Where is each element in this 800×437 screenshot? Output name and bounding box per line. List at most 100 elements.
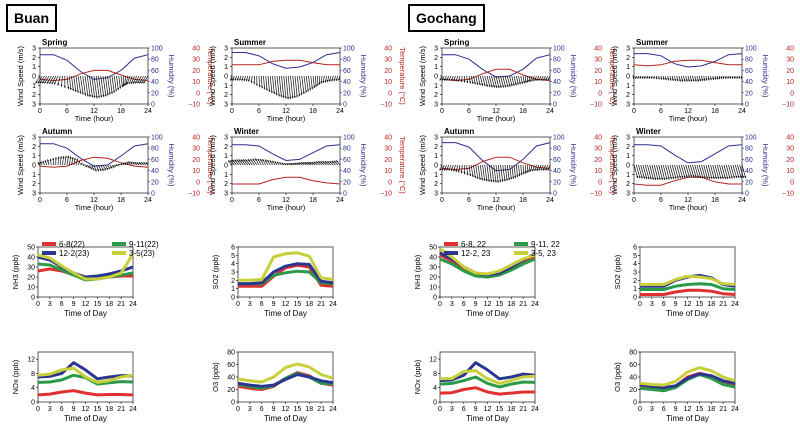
y-axis-label: NH3 (ppb): [11, 254, 20, 289]
temperature-tick-label: 10: [594, 168, 602, 175]
wind-arrowhead: [471, 175, 474, 178]
wind-arrowhead: [255, 158, 258, 161]
wind-arrowhead: [133, 81, 135, 84]
temperature-tick-label: −10: [590, 102, 602, 109]
wind-arrowhead: [52, 158, 55, 160]
wind-arrowhead: [307, 162, 310, 165]
x-tick-label: 18: [711, 197, 719, 204]
wind-vector: [482, 164, 486, 181]
temperature-tick-label: 30: [594, 57, 602, 64]
wind-vector: [640, 164, 645, 179]
wind-arrowhead: [542, 168, 545, 171]
season-title: Autumn: [42, 127, 72, 136]
y-tick-label: 10: [27, 285, 35, 292]
wind-arrowhead: [636, 175, 639, 179]
wind-vector: [475, 164, 479, 180]
x-tick-label: 6: [659, 197, 663, 204]
wind-arrowhead: [89, 167, 92, 170]
wind-arrowhead: [63, 85, 66, 88]
wind-arrowhead: [130, 81, 133, 84]
wind-vector: [676, 164, 681, 179]
humidity-tick-label: 60: [343, 157, 351, 164]
temperature-tick-label: 40: [786, 46, 794, 53]
wind-arrowhead: [134, 161, 137, 165]
wind-vector: [653, 164, 659, 181]
y-tick-label: 3: [231, 270, 235, 277]
wind-arrowhead: [94, 169, 97, 172]
y-axis-label: NOx (ppb): [413, 359, 422, 394]
x-axis-label: Time of Day: [466, 309, 509, 318]
series-line: [37, 366, 134, 384]
wind-vector: [303, 75, 307, 93]
wind-arrowhead: [304, 90, 308, 93]
x-tick-label: 12: [282, 301, 290, 308]
x-tick-label: 0: [438, 301, 442, 308]
wind-arrowhead: [67, 87, 70, 90]
wind-tick-label: 2: [224, 92, 228, 99]
wind-arrowhead: [286, 163, 289, 166]
wind-arrowhead: [497, 86, 500, 89]
wind-arrowhead: [69, 87, 72, 90]
wind-arrowhead: [314, 84, 318, 87]
wind-arrowhead: [455, 79, 458, 82]
humidity-tick-label: 0: [343, 191, 347, 198]
humidity-tick-label: 0: [151, 191, 155, 198]
y-tick-label: 5: [633, 253, 637, 260]
wind-vector: [278, 75, 282, 98]
site-label-buan: Buan: [6, 4, 57, 32]
humidity-axis-label: Humidity (%): [761, 144, 770, 187]
x-tick-label: 9: [674, 301, 678, 308]
temperature-tick-label: 20: [594, 157, 602, 164]
wind-arrowhead: [649, 177, 652, 180]
wind-tick-label: 2: [224, 55, 228, 62]
humidity-tick-label: 80: [343, 57, 351, 64]
wind-arrowhead: [325, 161, 328, 164]
wind-arrowhead: [741, 175, 744, 179]
wind-arrowhead: [510, 177, 513, 180]
wind-vector: [721, 164, 726, 180]
wind-arrowhead: [647, 177, 650, 180]
wind-tick-label: 2: [626, 144, 630, 151]
wind-arrowhead: [522, 172, 525, 175]
x-tick-label: 3: [650, 406, 654, 413]
wind-arrowhead: [703, 78, 706, 81]
wind-arrowhead: [57, 83, 60, 86]
x-tick-label: 18: [305, 406, 313, 413]
wind-tick-label: 3: [224, 191, 228, 198]
wind-arrowhead: [474, 176, 477, 179]
wind-arrowhead: [699, 79, 702, 82]
wind-arrowhead: [720, 76, 723, 80]
wind-arrowhead: [694, 175, 697, 178]
wind-tick-label: 2: [32, 55, 36, 62]
wind-vector: [705, 164, 711, 180]
temperature-tick-label: 20: [786, 157, 794, 164]
wind-arrowhead: [305, 162, 308, 165]
humidity-tick-label: 0: [745, 102, 749, 109]
humidity-tick-label: 80: [343, 146, 351, 153]
temperature-tick-label: 40: [384, 135, 392, 142]
wind-arrowhead: [466, 80, 469, 83]
wind-arrowhead: [547, 168, 550, 171]
wind-arrowhead: [721, 176, 724, 179]
wind-tick-label: 1: [32, 172, 36, 179]
wind-tick-label: 3: [626, 191, 630, 198]
wind-arrowhead: [122, 162, 125, 165]
wind-vector: [269, 75, 273, 94]
humidity-axis-label: Humidity (%): [167, 144, 176, 187]
wind-arrowhead: [648, 76, 651, 79]
y-tick-label: 20: [227, 387, 235, 394]
wind-arrowhead: [528, 80, 531, 83]
wind-arrowhead: [113, 164, 117, 167]
x-axis-label: Time of Day: [666, 414, 709, 423]
humidity-tick-label: 0: [151, 102, 155, 109]
y-tick-label: 3: [633, 270, 637, 277]
wind-vector: [308, 75, 311, 91]
wind-arrowhead: [450, 168, 453, 172]
x-axis-label: Time (hour): [267, 114, 306, 123]
wind-arrowhead: [520, 173, 523, 176]
humidity-tick-label: 20: [553, 90, 561, 97]
wind-arrowhead: [660, 177, 664, 180]
y-tick-label: 80: [227, 350, 235, 357]
humidity-tick-label: 0: [343, 102, 347, 109]
